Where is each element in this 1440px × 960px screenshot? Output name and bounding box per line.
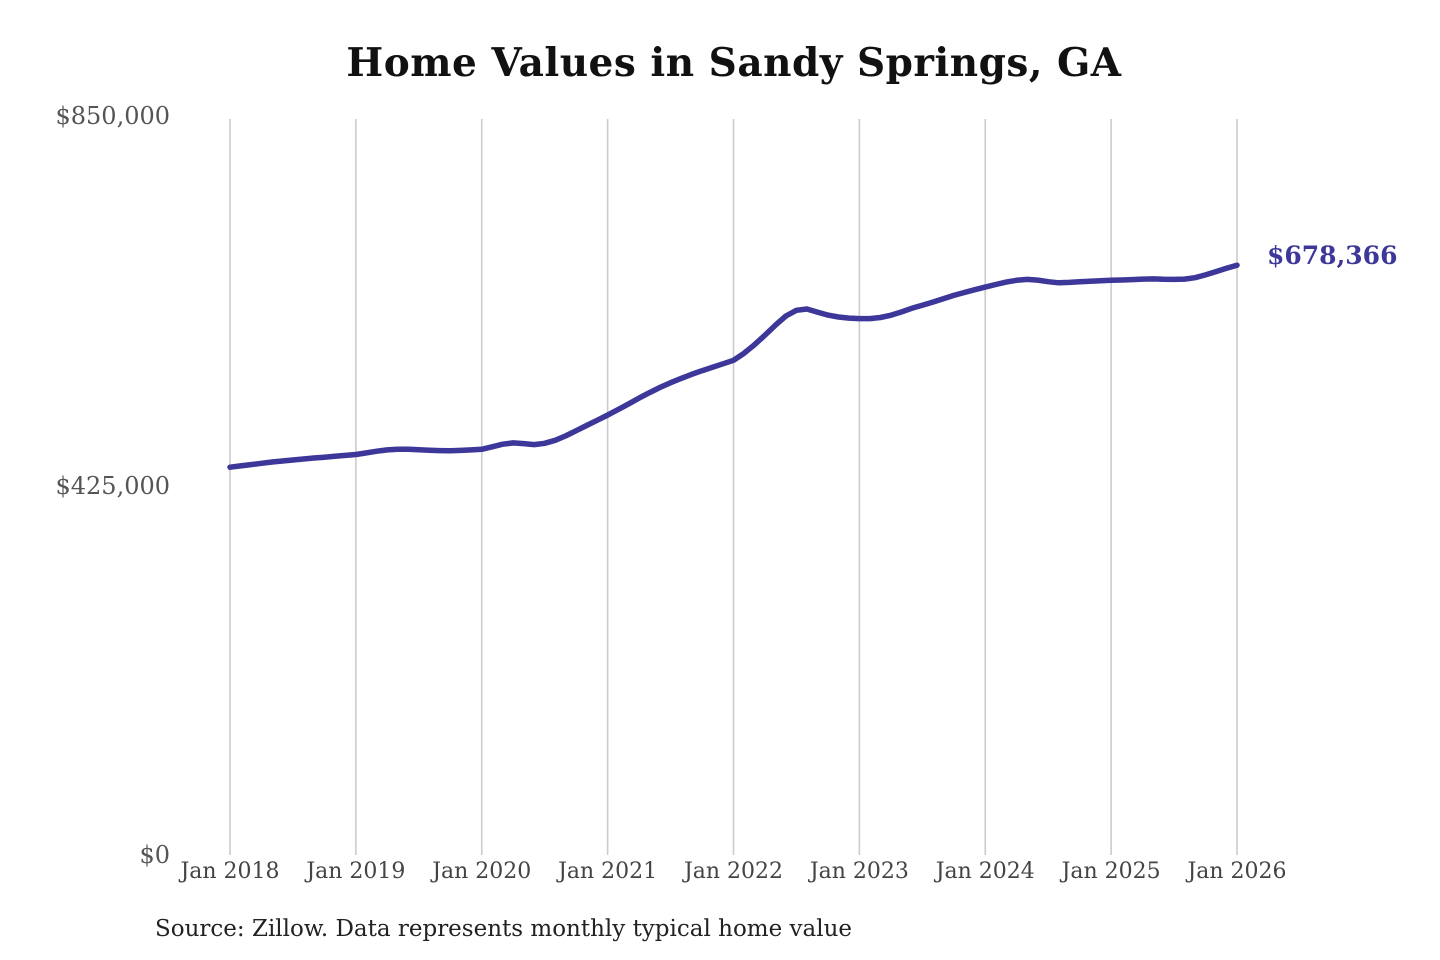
x-tick-label: Jan 2020 xyxy=(432,859,532,884)
latest-value-label: $678,366 xyxy=(1267,241,1398,271)
y-tick-label: $850,000 xyxy=(55,102,170,130)
y-tick-label: $425,000 xyxy=(55,471,170,500)
x-tick-label: Jan 2022 xyxy=(683,859,784,884)
value-line xyxy=(227,262,1240,470)
x-tick-label: Jan 2019 xyxy=(306,859,406,884)
x-tick-label: Jan 2018 xyxy=(180,859,280,884)
source-note: Source: Zillow. Data represents monthly … xyxy=(155,916,853,942)
x-tick-label: Jan 2023 xyxy=(809,859,909,884)
y-tick-label: $0 xyxy=(139,841,170,869)
x-tick-label: Jan 2026 xyxy=(1187,859,1287,884)
x-tick-label: Jan 2024 xyxy=(935,859,1035,884)
x-tick-label: Jan 2025 xyxy=(1061,859,1161,884)
x-tick-label: Jan 2021 xyxy=(558,859,658,884)
chart-title: Home Values in Sandy Springs, GA xyxy=(346,40,1122,86)
